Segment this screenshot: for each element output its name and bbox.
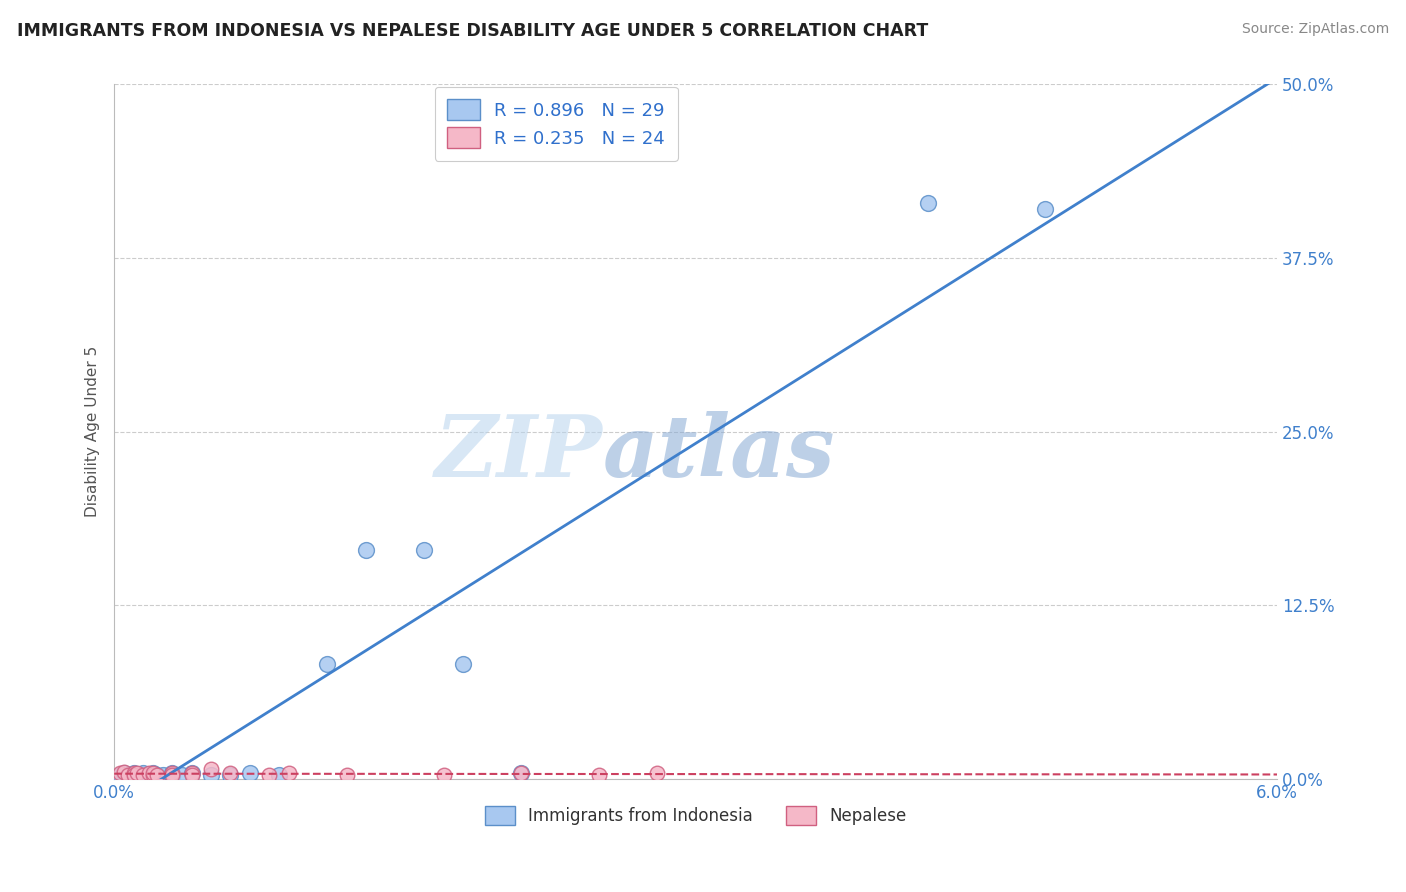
Point [180, 768, 202, 782]
Point [127, 768, 149, 782]
Point [645, 766, 668, 780]
Point [451, 657, 474, 671]
Point [122, 766, 145, 780]
Point [413, 542, 436, 557]
Point [354, 542, 377, 557]
Point [267, 768, 290, 782]
Point [122, 769, 145, 783]
Point [117, 768, 139, 782]
Point [132, 768, 155, 782]
Point [200, 762, 222, 776]
Point [510, 766, 533, 780]
Point [146, 768, 169, 782]
Point [162, 766, 184, 780]
Text: IMMIGRANTS FROM INDONESIA VS NEPALESE DISABILITY AGE UNDER 5 CORRELATION CHART: IMMIGRANTS FROM INDONESIA VS NEPALESE DI… [17, 22, 928, 40]
Point [142, 768, 165, 782]
Y-axis label: Disability Age Under 5: Disability Age Under 5 [86, 346, 100, 517]
Point [142, 766, 165, 780]
Point [170, 768, 193, 782]
Point [180, 766, 202, 780]
Point [219, 768, 242, 782]
Legend: Immigrants from Indonesia, Nepalese: Immigrants from Indonesia, Nepalese [477, 797, 915, 833]
Point [122, 766, 145, 780]
Point [142, 766, 165, 780]
Point [146, 768, 169, 782]
Point [1033, 202, 1056, 217]
Point [127, 766, 149, 780]
Point [433, 768, 456, 782]
Point [917, 195, 939, 210]
Point [510, 766, 533, 780]
Point [132, 766, 155, 780]
Point [162, 769, 184, 783]
Point [152, 768, 174, 782]
Point [162, 768, 184, 782]
Point [122, 768, 145, 782]
Point [112, 764, 135, 779]
Point [277, 766, 299, 780]
Point [112, 766, 135, 780]
Point [588, 768, 610, 782]
Point [259, 768, 281, 782]
Point [180, 766, 202, 780]
Point [108, 766, 131, 780]
Point [200, 768, 222, 782]
Text: Source: ZipAtlas.com: Source: ZipAtlas.com [1241, 22, 1389, 37]
Point [131, 768, 153, 782]
Point [162, 766, 184, 780]
Point [142, 769, 165, 783]
Text: ZIP: ZIP [434, 410, 603, 494]
Point [239, 766, 262, 780]
Point [138, 768, 160, 782]
Point [117, 768, 139, 782]
Point [316, 657, 339, 671]
Point [219, 766, 242, 780]
Point [138, 766, 160, 780]
Point [336, 768, 359, 782]
Point [108, 768, 131, 782]
Point [162, 768, 184, 782]
Text: atlas: atlas [603, 410, 835, 494]
